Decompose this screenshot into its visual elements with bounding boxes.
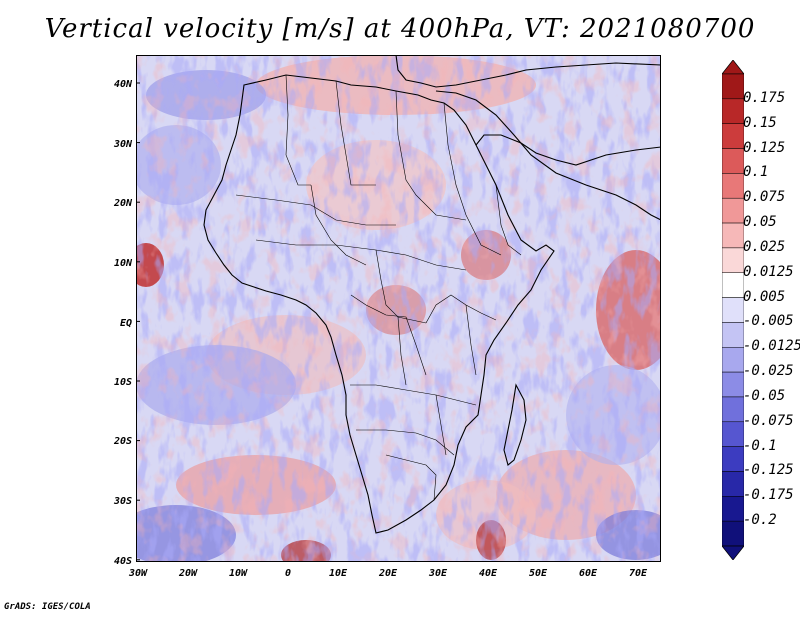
colorbar-label: 0.175 bbox=[743, 89, 786, 106]
colorbar-label: -0.1 bbox=[743, 437, 777, 454]
colorbar-swatch bbox=[722, 421, 744, 447]
colorbar-swatch bbox=[722, 173, 744, 199]
lat-ticks bbox=[136, 82, 140, 561]
colorbar-swatch bbox=[722, 197, 744, 224]
velocity-map bbox=[136, 55, 661, 562]
africa-coastline bbox=[203, 55, 661, 534]
map-title: Vertical velocity [m/s] at 400hPa, VT: 2… bbox=[44, 14, 756, 44]
lat-label: EQ bbox=[119, 318, 132, 329]
colorbar-swatch bbox=[722, 520, 744, 547]
lat-label: 40S bbox=[113, 556, 132, 567]
credit-text: GrADS: IGES/COLA bbox=[4, 602, 91, 612]
lat-label: 20N bbox=[113, 198, 132, 209]
colorbar-label: -0.075 bbox=[743, 412, 794, 429]
noise-layer-red bbox=[136, 55, 661, 562]
colorbar-swatch bbox=[722, 222, 744, 249]
colorbar-swatch bbox=[722, 396, 744, 423]
colorbar-swatch bbox=[722, 73, 744, 100]
colorbar-label: -0.125 bbox=[743, 462, 794, 479]
colorbar-label: 0.025 bbox=[743, 238, 786, 255]
colorbar-swatch bbox=[722, 98, 744, 124]
colorbar-label: -0.025 bbox=[743, 363, 794, 380]
lat-label: 10S bbox=[113, 377, 132, 388]
colorbar-swatch bbox=[722, 446, 744, 472]
lat-label: 20S bbox=[113, 436, 132, 447]
colorbar-label: 0.15 bbox=[743, 114, 777, 131]
colorbar-swatch bbox=[722, 247, 744, 273]
colorbar-swatch bbox=[722, 322, 744, 348]
lon-label: 50E bbox=[528, 568, 548, 579]
lon-label: 0 bbox=[284, 568, 292, 579]
lon-label: 30E bbox=[428, 568, 448, 579]
colorbar bbox=[722, 60, 744, 560]
colorbar-swatch bbox=[722, 496, 744, 522]
colorbar-label: -0.0125 bbox=[743, 338, 800, 355]
lat-label: 40N bbox=[113, 79, 132, 90]
colorbar-swatch bbox=[722, 272, 744, 298]
colorbar-swatch bbox=[722, 371, 744, 398]
colorbar-label: 0.1 bbox=[743, 164, 769, 181]
colorbar-top-arrow bbox=[722, 60, 744, 75]
lat-label: 10N bbox=[113, 258, 132, 269]
lon-label: 10W bbox=[228, 568, 248, 579]
country-borders bbox=[235, 74, 522, 501]
colorbar-label: -0.05 bbox=[743, 387, 786, 404]
lon-label: 60E bbox=[578, 568, 598, 579]
colorbar-label: 0.0125 bbox=[743, 263, 794, 280]
lon-label: 40E bbox=[478, 568, 498, 579]
colorbar-label: 0.075 bbox=[743, 189, 786, 206]
lat-label: 30N bbox=[113, 139, 132, 150]
lon-label: 20W bbox=[178, 568, 198, 579]
colorbar-label: 0.05 bbox=[743, 214, 777, 231]
colorbar-bottom-arrow bbox=[722, 545, 744, 560]
map-frame bbox=[136, 55, 661, 562]
lat-label: 30S bbox=[113, 496, 132, 507]
colorbar-swatch bbox=[722, 347, 744, 373]
colorbar-swatch bbox=[722, 297, 744, 323]
colorbar-label: -0.005 bbox=[743, 313, 794, 330]
lon-label: 20E bbox=[378, 568, 398, 579]
colorbar-swatch bbox=[722, 471, 744, 497]
lon-label: 30W bbox=[128, 568, 148, 579]
colorbar-label: 0.005 bbox=[743, 288, 786, 305]
colorbar-label: -0.2 bbox=[743, 512, 777, 529]
lon-label: 70E bbox=[628, 568, 648, 579]
lon-label: 10E bbox=[328, 568, 348, 579]
colorbar-swatch bbox=[722, 148, 744, 174]
colorbar-label: -0.175 bbox=[743, 487, 794, 504]
colorbar-label: 0.125 bbox=[743, 139, 786, 156]
colorbar-swatch bbox=[722, 123, 744, 149]
